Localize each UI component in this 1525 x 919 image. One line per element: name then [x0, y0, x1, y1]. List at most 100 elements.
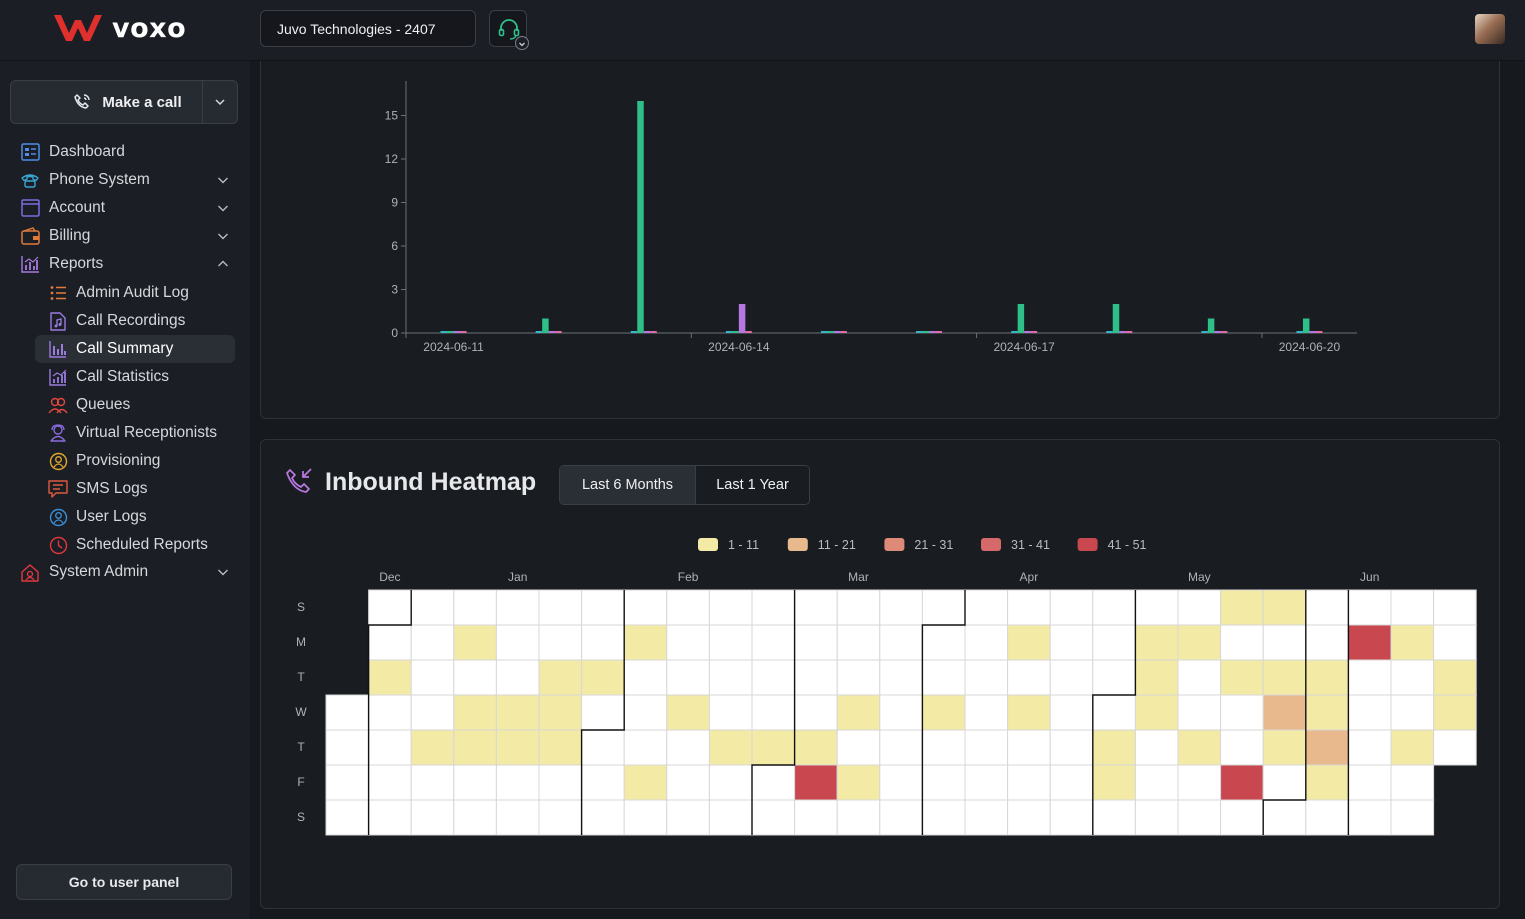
user-logs-icon	[48, 507, 68, 527]
softphone-button[interactable]	[489, 10, 529, 50]
heatmap-cell	[1220, 659, 1264, 696]
heatmap-cell	[1092, 624, 1136, 661]
heatmap-cell	[623, 659, 668, 696]
chevron-down-icon	[218, 205, 228, 212]
month-label: May	[1188, 570, 1211, 584]
bar	[643, 331, 651, 333]
brand-name: voxo	[112, 12, 187, 44]
sidebar-item-queues[interactable]: Queues	[35, 391, 235, 419]
sidebar-item-provisioning[interactable]: Provisioning	[35, 447, 235, 475]
heatmap-cell	[1433, 624, 1477, 661]
heatmap-cell	[1007, 799, 1051, 836]
heatmap-cell	[1262, 624, 1307, 661]
bar	[1214, 331, 1221, 333]
make-call-dropdown[interactable]	[202, 81, 237, 123]
sidebar-item-user-logs[interactable]: User Logs	[35, 503, 235, 531]
chevron-down-icon[interactable]	[515, 36, 529, 50]
heatmap-cell	[368, 589, 412, 626]
heatmap-cell	[1134, 764, 1179, 801]
bar	[1201, 331, 1208, 333]
sidebar-item-account[interactable]: Account	[20, 195, 240, 221]
month-boundary-line	[580, 590, 625, 835]
sidebar-item-call-statistics[interactable]: Call Statistics	[35, 363, 235, 391]
heatmap-cell	[964, 764, 1009, 801]
heatmap-cell	[1347, 764, 1392, 801]
bar	[738, 304, 746, 333]
sidebar-item-billing[interactable]: Billing	[20, 223, 240, 249]
heatmap-cell	[410, 624, 455, 661]
sidebar-item-virtual-receptionists[interactable]: Virtual Receptionists	[35, 419, 235, 447]
sidebar-item-dashboard[interactable]: Dashboard	[20, 139, 240, 165]
range-last-1-year-button[interactable]: Last 1 Year	[696, 466, 809, 504]
phone-call-icon	[74, 94, 91, 109]
go-to-user-panel-button[interactable]: Go to user panel	[16, 864, 232, 900]
heatmap-cell	[1007, 659, 1051, 696]
heatmap-cell	[581, 694, 625, 731]
heatmap-cell	[368, 694, 412, 731]
chevron-up-icon	[218, 260, 228, 267]
heatmap-cell	[751, 799, 796, 836]
legend-swatch	[787, 538, 808, 551]
month-label: Jun	[1360, 570, 1379, 584]
sidebar-item-phone-system[interactable]: Phone System	[20, 167, 240, 193]
heatmap-cell	[1390, 729, 1435, 766]
sidebar-item-scheduled-reports[interactable]: Scheduled Reports	[35, 531, 235, 559]
heatmap-cell	[623, 589, 668, 626]
month-label: Mar	[848, 570, 869, 584]
heatmap-cell	[1305, 694, 1349, 731]
heatmap-cell	[1262, 589, 1307, 626]
legend-label: 21 - 31	[914, 538, 953, 552]
sidebar-item-admin-audit-log[interactable]: Admin Audit Log	[35, 279, 235, 307]
heatmap-cell	[1049, 764, 1094, 801]
make-call-button[interactable]: Make a call	[10, 80, 238, 124]
sidebar-item-label: Admin Audit Log	[76, 284, 189, 301]
bar	[535, 331, 543, 333]
heatmap-cell	[1092, 729, 1136, 766]
month-label: Jan	[508, 570, 527, 584]
heatmap-cell	[1092, 799, 1136, 836]
sidebar-item-call-summary[interactable]: Call Summary	[35, 335, 235, 363]
bar	[1011, 331, 1018, 333]
heatmap-cell	[666, 659, 710, 696]
month-label: Apr	[1020, 570, 1039, 584]
heatmap-cell	[453, 589, 497, 626]
bar	[555, 331, 562, 333]
heatmap-cell	[581, 659, 625, 696]
sidebar-item-sms-logs[interactable]: SMS Logs	[35, 475, 235, 503]
month-label: Feb	[678, 570, 699, 584]
heatmap-cell	[495, 589, 540, 626]
x-tick-label: 2024-06-11	[423, 340, 484, 354]
heatmap-cell	[1007, 764, 1051, 801]
range-last-6-months-button[interactable]: Last 6 Months	[560, 466, 696, 504]
heatmap-cell	[794, 589, 838, 626]
phone-system-icon	[20, 170, 40, 190]
voxo-logo[interactable]: voxo	[52, 12, 186, 44]
inbound-heatmap-chart: 1 - 11 11 - 21 21 - 31 31 - 41 41 - 51 Dec Jan…	[295, 538, 1477, 836]
heatmap-cell	[1134, 694, 1179, 731]
legend-label: 31 - 41	[1011, 538, 1050, 552]
heatmap-cell	[921, 799, 966, 836]
sidebar-item-call-recordings[interactable]: Call Recordings	[35, 307, 235, 335]
y-tick-label: 3	[391, 283, 398, 297]
heatmap-cell	[325, 799, 370, 836]
heatmap-cell	[453, 694, 497, 731]
sidebar-item-system-admin[interactable]: System Admin	[20, 559, 240, 585]
heatmap-cell	[1220, 729, 1264, 766]
heatmap-cell	[666, 624, 710, 661]
heatmap-cell	[1390, 624, 1435, 661]
heatmap-cell	[879, 624, 923, 661]
user-avatar[interactable]	[1475, 14, 1505, 44]
sidebar-item-label: Provisioning	[76, 452, 161, 469]
clock-icon	[48, 535, 68, 555]
heatmap-cell	[964, 729, 1009, 766]
receptionist-icon	[48, 423, 68, 443]
heatmap-cell	[368, 659, 412, 696]
sidebar-item-reports[interactable]: Reports	[20, 251, 240, 277]
sidebar-item-label: Dashboard	[49, 143, 125, 160]
heatmap-cell	[794, 729, 838, 766]
heatmap-cell	[1092, 589, 1136, 626]
organization-selector[interactable]: Juvo Technologies - 2407	[260, 10, 476, 47]
heatmap-cell	[410, 799, 455, 836]
bar	[1125, 331, 1133, 333]
heatmap-cell	[666, 764, 710, 801]
